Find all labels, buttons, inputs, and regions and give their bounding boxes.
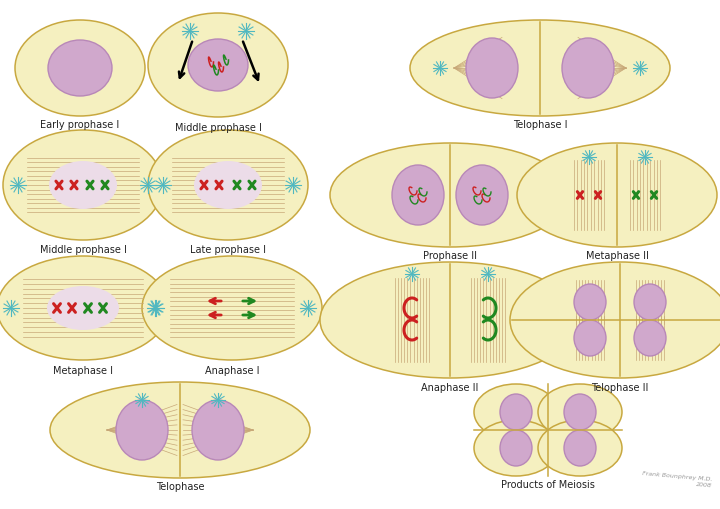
Ellipse shape [142,256,322,360]
Ellipse shape [194,161,262,209]
Ellipse shape [49,161,117,209]
Ellipse shape [148,13,288,117]
Ellipse shape [3,130,163,240]
Text: Prophase II: Prophase II [423,251,477,261]
Ellipse shape [574,284,606,320]
Ellipse shape [148,130,308,240]
Ellipse shape [466,38,518,98]
Ellipse shape [500,394,532,430]
Ellipse shape [188,39,248,91]
Ellipse shape [116,400,168,460]
Text: Frank Bounphrey M.D.
2008: Frank Bounphrey M.D. 2008 [642,471,713,488]
Ellipse shape [474,384,558,440]
Ellipse shape [564,394,596,430]
Ellipse shape [47,286,119,330]
Ellipse shape [474,420,558,476]
Text: Telophase: Telophase [156,482,204,492]
Ellipse shape [410,20,670,116]
Ellipse shape [634,284,666,320]
Text: Middle prophase I: Middle prophase I [40,245,127,255]
Ellipse shape [0,256,169,360]
Text: Products of Meiosis: Products of Meiosis [501,480,595,490]
Text: Metaphase II: Metaphase II [585,251,649,261]
Ellipse shape [574,320,606,356]
Ellipse shape [562,38,614,98]
Text: Anaphase II: Anaphase II [421,383,479,393]
Ellipse shape [500,430,532,466]
Text: Telophase II: Telophase II [591,383,649,393]
Ellipse shape [517,143,717,247]
Ellipse shape [538,420,622,476]
Text: Late prophase I: Late prophase I [190,245,266,255]
Text: Telophase I: Telophase I [513,120,567,130]
Ellipse shape [48,40,112,96]
Ellipse shape [320,262,580,378]
Ellipse shape [50,382,310,478]
Ellipse shape [192,400,244,460]
Ellipse shape [564,430,596,466]
Ellipse shape [510,262,720,378]
Ellipse shape [330,143,570,247]
Text: Metaphase I: Metaphase I [53,366,113,376]
Text: Middle prophase I: Middle prophase I [174,123,261,133]
Text: Anaphase I: Anaphase I [204,366,259,376]
Ellipse shape [456,165,508,225]
Ellipse shape [634,320,666,356]
Ellipse shape [538,384,622,440]
Ellipse shape [15,20,145,116]
Text: Early prophase I: Early prophase I [40,120,120,130]
Ellipse shape [392,165,444,225]
